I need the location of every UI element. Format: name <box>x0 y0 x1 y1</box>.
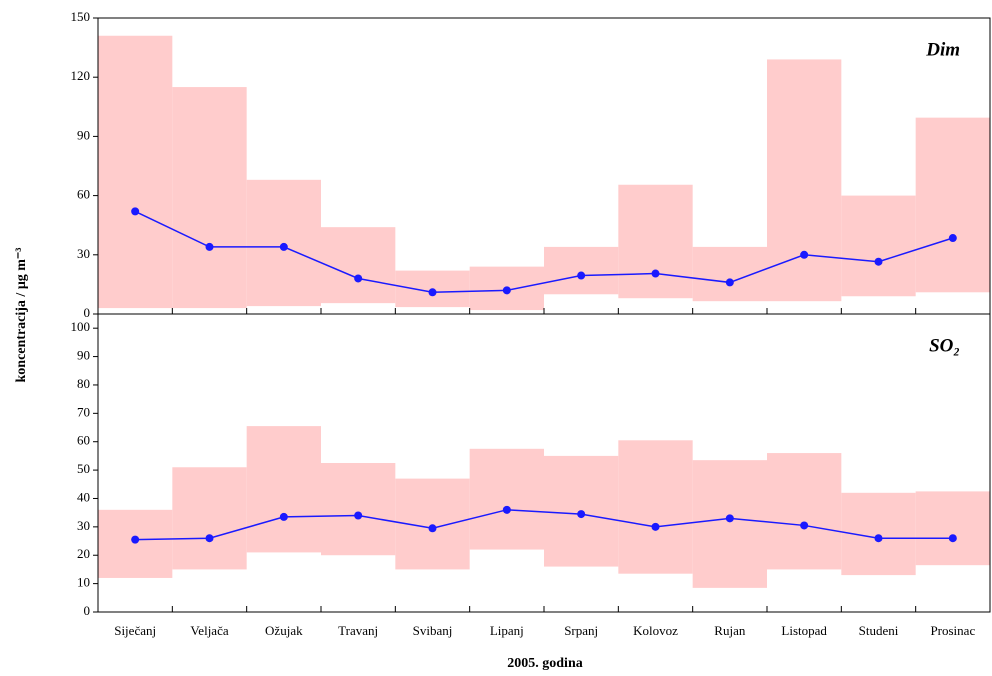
y-tick-label: 20 <box>77 546 90 561</box>
x-tick-label: Travanj <box>338 623 378 638</box>
y-tick-label: 150 <box>71 9 91 24</box>
range-bar <box>172 467 247 570</box>
panel-title: SO₂ <box>929 335 960 356</box>
y-tick-label: 0 <box>84 305 91 320</box>
x-tick-label: Kolovoz <box>633 623 678 638</box>
point <box>205 534 214 543</box>
y-tick-label: 90 <box>77 348 90 363</box>
y-tick-label: 60 <box>77 433 90 448</box>
point <box>577 510 586 519</box>
x-tick-label: Prosinac <box>930 623 975 638</box>
y-axis-label: koncentracija / μg m⁻³ <box>14 247 29 382</box>
range-bar <box>767 453 842 570</box>
range-bar <box>692 246 767 302</box>
y-tick-label: 60 <box>77 187 90 202</box>
range-bar <box>841 195 916 297</box>
y-tick-label: 0 <box>84 603 91 618</box>
x-tick-label: Listopad <box>781 623 827 638</box>
range-bar <box>98 509 173 578</box>
y-tick-label: 50 <box>77 461 90 476</box>
x-tick-label: Rujan <box>714 623 746 638</box>
y-tick-label: 70 <box>77 404 90 419</box>
x-tick-label: Siječanj <box>114 623 156 638</box>
point <box>279 512 288 521</box>
range-bar <box>172 87 247 309</box>
point <box>428 524 437 533</box>
y-tick-label: 120 <box>71 68 91 83</box>
range-bar <box>915 491 990 566</box>
y-tick-label: 30 <box>77 518 90 533</box>
series-line <box>134 210 954 294</box>
point <box>428 288 437 297</box>
point <box>131 535 140 544</box>
range-bar <box>469 448 544 550</box>
range-bar <box>618 440 693 574</box>
point <box>279 242 288 251</box>
range-bar <box>246 426 321 553</box>
series-line <box>135 509 953 541</box>
point <box>131 207 140 216</box>
y-tick-label: 40 <box>77 489 90 504</box>
point <box>354 274 363 283</box>
point <box>948 234 957 243</box>
y-tick-label: 90 <box>77 127 90 142</box>
x-tick-label: Studeni <box>859 623 899 638</box>
range-bar <box>915 117 990 293</box>
point <box>725 278 734 287</box>
point <box>800 521 809 530</box>
panel-title: Dim <box>925 39 960 60</box>
point <box>354 511 363 520</box>
x-tick-label: Srpanj <box>564 623 598 638</box>
x-tick-label: Veljača <box>190 623 228 638</box>
point <box>502 505 511 514</box>
x-tick-label: Svibanj <box>413 623 453 638</box>
x-tick-label: Ožujak <box>265 623 303 638</box>
point <box>651 522 660 531</box>
y-tick-label: 30 <box>77 246 90 261</box>
point <box>502 286 511 295</box>
point <box>948 534 957 543</box>
y-tick-label: 80 <box>77 376 90 391</box>
range-bar <box>321 227 396 304</box>
point <box>205 242 214 251</box>
x-tick-label: Lipanj <box>490 623 524 638</box>
point <box>577 271 586 280</box>
point <box>725 514 734 523</box>
y-tick-label: 10 <box>77 575 90 590</box>
x-axis-label: 2005. godina <box>507 656 582 671</box>
point <box>651 269 660 278</box>
range-bar <box>692 460 767 588</box>
range-bar <box>544 246 619 295</box>
point <box>874 534 883 543</box>
point <box>800 250 809 259</box>
y-tick-label: 100 <box>71 319 91 334</box>
range-bar <box>618 184 693 299</box>
point <box>874 257 883 266</box>
range-bar <box>767 59 842 302</box>
range-bar <box>321 463 396 556</box>
range-bar <box>98 35 173 309</box>
